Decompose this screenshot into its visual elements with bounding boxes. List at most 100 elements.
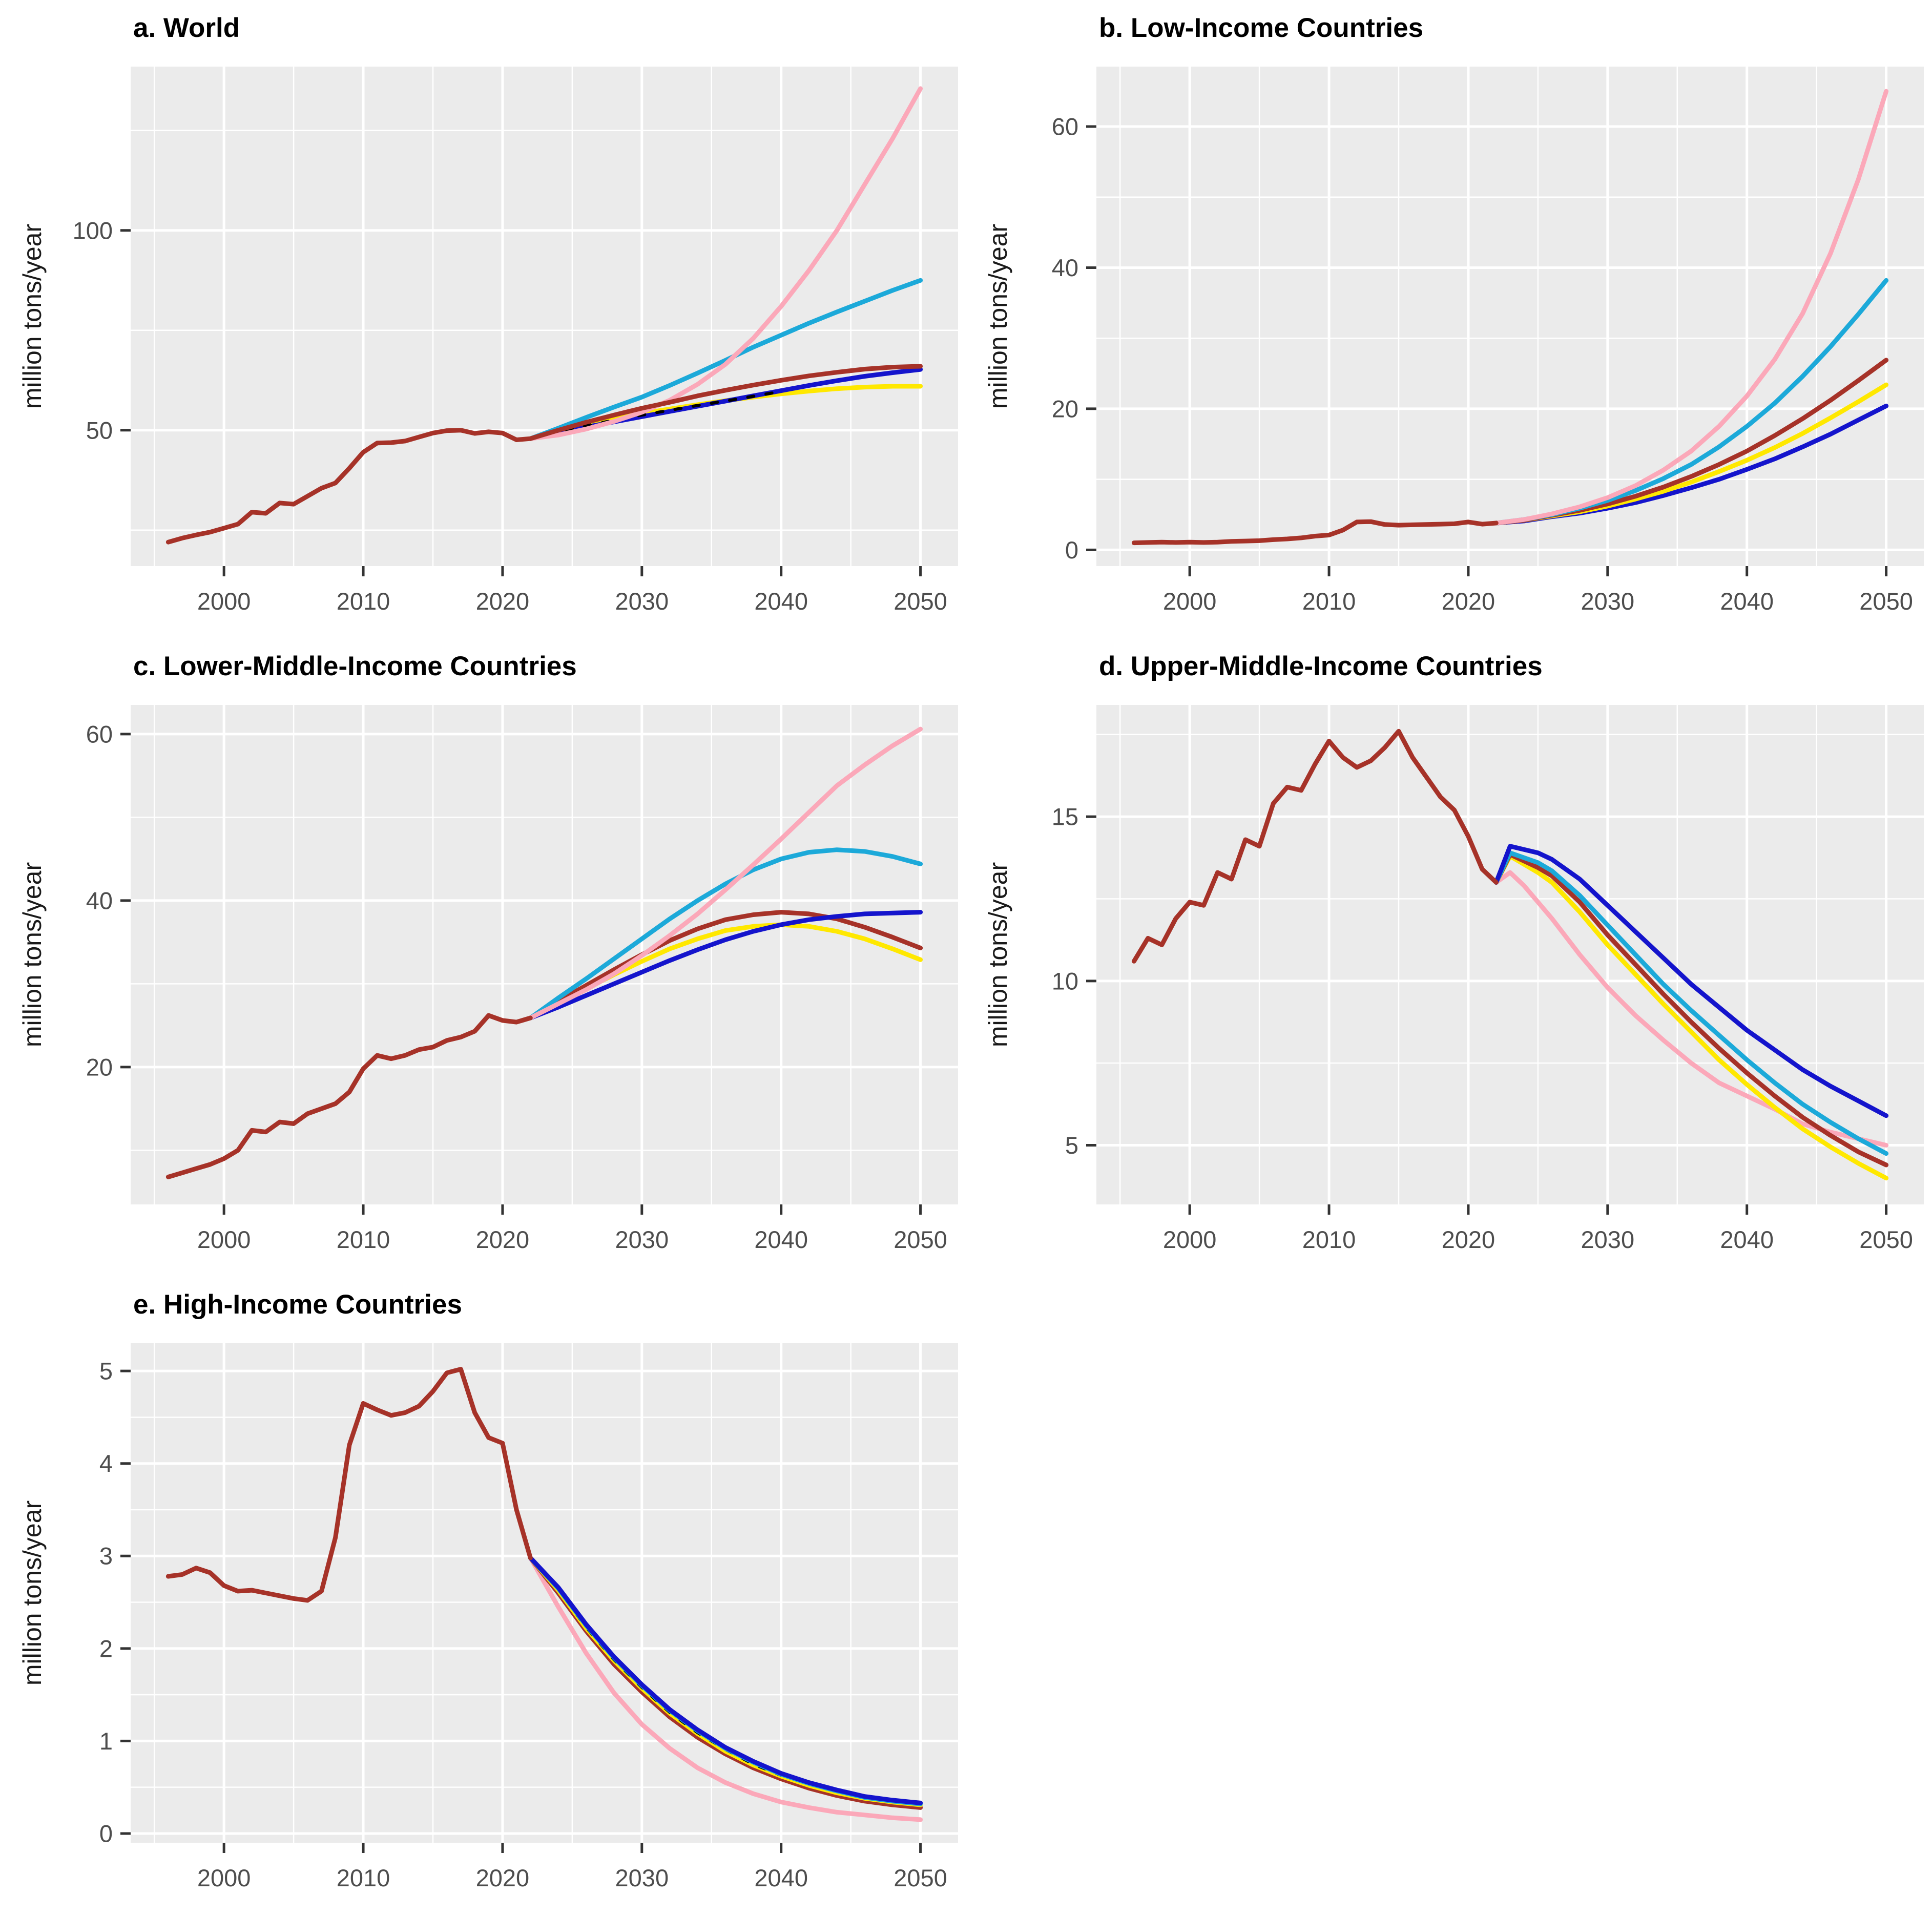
y-tick-label: 10 [1052,967,1078,994]
y-tick-label: 100 [73,217,113,244]
y-tick-label: 60 [1052,113,1078,140]
x-tick-label: 2040 [754,1864,808,1891]
x-tick-label: 2040 [1720,588,1774,615]
x-tick-label: 2030 [615,1226,669,1253]
minor-gridlines [1096,67,1924,566]
minor-gridlines [131,67,958,566]
y-tick-label: 15 [1052,803,1078,830]
x-tick-label: 2020 [476,588,530,615]
x-tick-label: 2030 [1581,588,1635,615]
series-pink [528,726,923,1021]
y-tick-label: 20 [1052,395,1078,422]
y-tick-label: 5 [99,1358,113,1385]
x-tick-label: 2030 [615,588,669,615]
series-lines [165,1367,923,1822]
x-tick-label: 2000 [197,1864,251,1891]
series-cyan [528,847,923,1021]
x-tick-label: 2050 [894,588,947,615]
x-tick-label: 2010 [1302,1226,1356,1253]
x-tick-label: 2020 [476,1226,530,1253]
series-pink [528,1555,923,1822]
y-tick-label: 40 [86,887,113,914]
panel-a: 2000 2010 2020 2030 2040 2050 50 100 a. World mil… [0,0,966,638]
series-lines [1131,89,1889,546]
x-tick-label: 2040 [754,1226,808,1253]
series-historical [165,1367,533,1603]
series-historical [1131,728,1499,964]
x-tick-label: 2000 [197,1226,251,1253]
x-axis: 2000 2010 2020 2030 2040 2050 [1163,1204,1913,1253]
series-historical [1131,519,1499,546]
plot-area [1096,705,1924,1204]
y-tick-label: 2 [99,1635,113,1662]
series-lines [165,86,923,545]
x-tick-label: 2020 [476,1864,530,1891]
series-dark-red [528,910,923,1021]
major-gridlines [1096,67,1924,566]
series-lines [1131,728,1889,1181]
series-pink [528,86,923,441]
x-axis: 2000 2010 2020 2030 2040 2050 [197,566,947,615]
panel-c: 2000 2010 2020 2030 2040 2050 20 40 60 c. Lower-M… [0,638,966,1277]
panel-e-chart: 2000 2010 2020 2030 2040 2050 0 1 2 3 4 5 e. High-In… [18,1289,958,1891]
x-tick-label: 2020 [1442,1226,1495,1253]
x-tick-label: 2040 [1720,1226,1774,1253]
series-yellow [1493,853,1889,1181]
y-tick-label: 3 [99,1543,113,1570]
x-tick-label: 2050 [1859,1226,1913,1253]
y-axis: 5 10 15 [1052,803,1096,1159]
major-gridlines [131,705,958,1204]
panel-title: d. Upper-Middle-Income Countries [1099,651,1543,681]
y-axis-title: million tons/year [18,862,47,1047]
y-tick-label: 4 [99,1450,113,1477]
x-tick-label: 2000 [1163,588,1217,615]
y-axis-title: million tons/year [984,224,1012,409]
y-axis-title: million tons/year [984,862,1012,1047]
series-blue [528,1555,923,1805]
x-tick-label: 2030 [1581,1226,1635,1253]
series-black-dashed [529,390,783,441]
panel-title: b. Low-Income Countries [1099,13,1423,43]
y-tick-label: 60 [86,720,113,747]
x-tick-label: 2030 [615,1864,669,1891]
x-tick-label: 2010 [337,588,390,615]
series-historical [165,1013,533,1179]
panel-b: 2000 2010 2020 2030 2040 2050 0 20 40 60 b. Low-In… [966,0,1932,638]
y-tick-label: 0 [99,1820,113,1847]
panel-d-chart: 2000 2010 2020 2030 2040 2050 5 10 15 d. Upper-Mi… [984,651,1924,1253]
y-axis: 0 20 40 60 [1052,113,1096,564]
x-axis: 2000 2010 2020 2030 2040 2050 [197,1843,947,1891]
x-tick-label: 2010 [1302,588,1356,615]
x-axis: 2000 2010 2020 2030 2040 2050 [1163,566,1913,615]
major-gridlines [131,67,958,566]
y-axis-title: million tons/year [18,1501,47,1685]
series-pink [1493,89,1889,526]
x-tick-label: 2010 [337,1226,390,1253]
y-axis: 20 40 60 [86,720,131,1080]
series-blue [528,910,923,1021]
major-gridlines [1096,705,1924,1204]
x-axis: 2000 2010 2020 2030 2040 2050 [197,1204,947,1253]
y-axis: 50 100 [73,217,131,444]
series-cyan [528,278,923,441]
series-lines [165,726,923,1179]
x-tick-label: 2050 [894,1226,947,1253]
series-dark-red [1493,852,1889,1168]
y-tick-label: 40 [1052,254,1078,281]
x-tick-label: 2010 [337,1864,390,1891]
series-blue [1493,844,1889,1118]
x-tick-label: 2050 [1859,588,1913,615]
x-tick-label: 2020 [1442,588,1495,615]
series-dark-red [528,364,923,441]
minor-gridlines [1096,705,1924,1204]
y-tick-label: 1 [99,1727,113,1755]
plot-area [1096,67,1924,566]
panel-title: e. High-Income Countries [133,1289,462,1320]
panel-e: 2000 2010 2020 2030 2040 2050 0 1 2 3 4 5 e. High-In… [0,1277,966,1915]
plot-area [131,705,958,1204]
major-gridlines [131,1343,958,1843]
